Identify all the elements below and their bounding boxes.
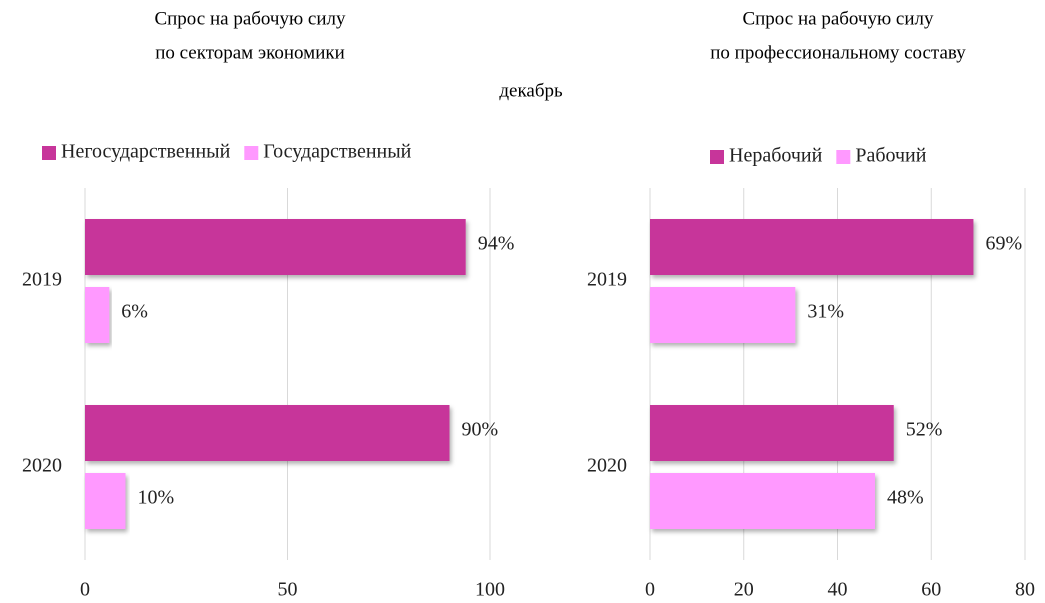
x-tick-label: 100: [475, 579, 505, 601]
value-label: 31%: [807, 301, 844, 323]
x-tick-label: 80: [1015, 579, 1035, 601]
bar: [85, 473, 126, 529]
x-tick-label: 0: [645, 579, 655, 601]
bar: [85, 405, 450, 461]
y-tick-label: 2020: [587, 455, 627, 477]
bar: [650, 219, 974, 275]
bar: [85, 287, 110, 343]
bar: [650, 473, 875, 529]
x-tick-label: 50: [278, 579, 298, 601]
value-label: 94%: [478, 233, 515, 255]
bar: [85, 219, 466, 275]
value-label: 69%: [985, 233, 1022, 255]
chart-title: по профессиональному составу: [710, 42, 966, 63]
chart-title: Спрос на рабочую силу: [154, 8, 346, 29]
legend-swatch: [42, 146, 56, 160]
value-label: 48%: [887, 487, 924, 509]
bar: [650, 287, 796, 343]
legend-label: Негосударственный: [61, 141, 231, 163]
value-label: 90%: [462, 419, 499, 441]
value-label: 10%: [138, 487, 175, 509]
bar: [650, 405, 894, 461]
y-tick-label: 2019: [22, 269, 62, 291]
value-label: 52%: [906, 419, 943, 441]
chart-title: по секторам экономики: [155, 42, 345, 63]
legend-label: Рабочий: [855, 145, 926, 167]
x-tick-label: 20: [734, 579, 754, 601]
y-tick-label: 2020: [22, 455, 62, 477]
value-label: 6%: [121, 301, 148, 323]
x-tick-label: 0: [80, 579, 90, 601]
x-tick-label: 40: [828, 579, 848, 601]
legend-swatch: [244, 146, 259, 160]
chart-title: Спрос на рабочую силу: [742, 8, 934, 29]
legend-label: Нерабочий: [729, 145, 823, 167]
legend-swatch: [710, 150, 724, 164]
y-tick-label: 2019: [587, 269, 627, 291]
period-subtitle: декабрь: [499, 80, 563, 101]
legend-label: Государственный: [263, 141, 411, 163]
legend-swatch: [836, 150, 851, 164]
x-tick-label: 60: [921, 579, 941, 601]
